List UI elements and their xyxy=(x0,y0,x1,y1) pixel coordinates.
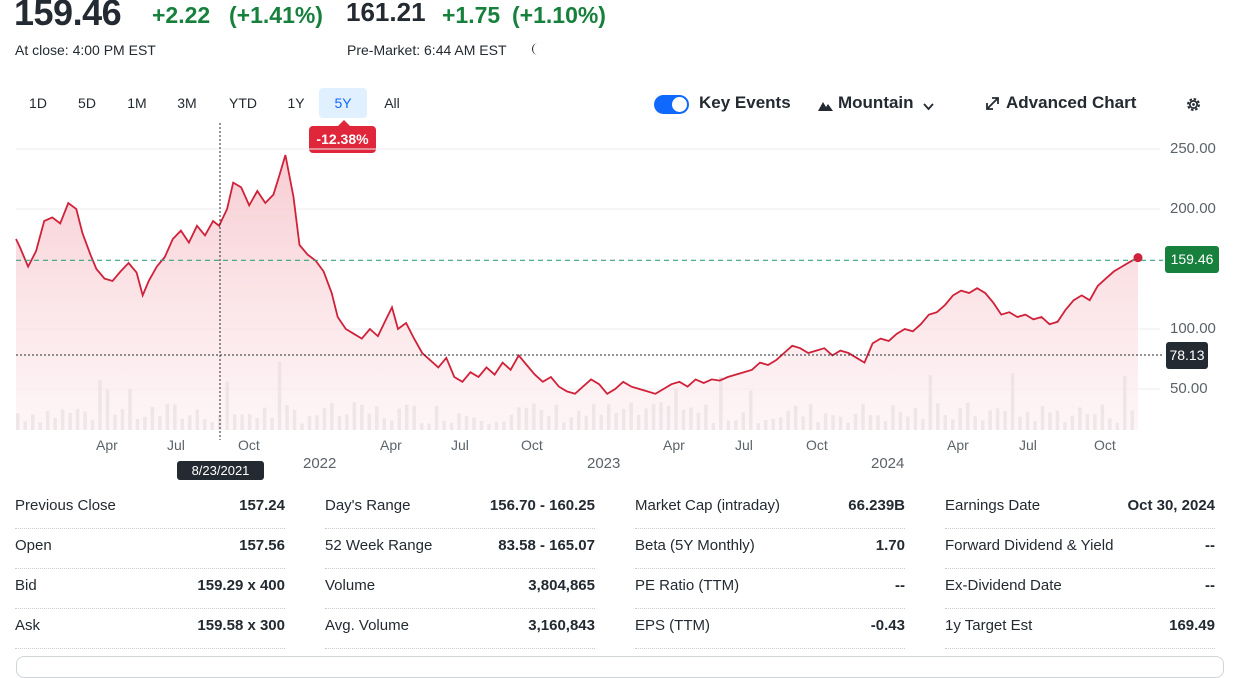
stat-label: Previous Close xyxy=(15,497,116,514)
stat-value: 157.24 xyxy=(239,497,285,514)
stat-row: Volume 3,804,865 xyxy=(325,568,595,609)
range-button-3m[interactable]: 3M xyxy=(177,95,197,111)
range-button-5y[interactable]: 5Y xyxy=(319,88,367,118)
mountain-icon xyxy=(818,98,833,116)
stat-value: 159.29 x 400 xyxy=(197,577,285,594)
chart-type-dropdown[interactable]: Mountain xyxy=(838,93,914,112)
premarket-price: 161.21 xyxy=(346,0,426,27)
key-events-label[interactable]: Key Events xyxy=(699,93,791,112)
stat-value: 83.58 - 165.07 xyxy=(498,537,595,554)
close-time-label: At close: 4:00 PM EST xyxy=(15,42,156,58)
stat-label: Forward Dividend & Yield xyxy=(945,537,1114,554)
stat-row: 52 Week Range 83.58 - 165.07 xyxy=(325,528,595,569)
stat-value: 3,804,865 xyxy=(528,577,595,594)
stat-row: PE Ratio (TTM) -- xyxy=(635,568,905,609)
stat-label: Ask xyxy=(15,617,41,634)
stat-value: 3,160,843 xyxy=(528,617,595,634)
advanced-chart-button[interactable]: Advanced Chart xyxy=(1006,93,1137,112)
stat-value: 156.70 - 160.25 xyxy=(489,497,595,514)
stat-row: 1y Target Est 169.49 xyxy=(945,608,1215,649)
stat-row: EPS (TTM) -0.43 xyxy=(635,608,905,649)
price-line xyxy=(15,154,1139,395)
x-axis-month-label: Apr xyxy=(96,437,118,453)
x-axis-month-label: Apr xyxy=(663,437,685,453)
stat-label: Bid xyxy=(15,577,37,594)
stat-value: 169.49 xyxy=(1169,617,1215,634)
x-axis-month-label: Jul xyxy=(735,437,753,453)
y-axis-tick: 250.00 xyxy=(1170,140,1216,157)
y-axis-tick: 200.00 xyxy=(1170,200,1216,217)
range-button-5d[interactable]: 5D xyxy=(78,95,96,111)
stat-value: 1.70 xyxy=(875,537,905,554)
stat-row: Day's Range 156.70 - 160.25 xyxy=(325,488,595,529)
range-button-1d[interactable]: 1D xyxy=(29,95,47,111)
stat-label: Earnings Date xyxy=(945,497,1041,514)
stat-row: Forward Dividend & Yield -- xyxy=(945,528,1215,569)
stat-value: 157.56 xyxy=(239,537,285,554)
expand-icon[interactable] xyxy=(985,96,1000,116)
stat-row: Bid 159.29 x 400 xyxy=(15,568,285,609)
stat-row: Ask 159.58 x 300 xyxy=(15,608,285,649)
crosshair-price-tag: 78.13 xyxy=(1166,342,1208,369)
x-axis-month-label: Oct xyxy=(1094,437,1116,453)
stat-label: 1y Target Est xyxy=(945,617,1033,634)
key-events-toggle[interactable] xyxy=(654,95,689,114)
x-axis-month-label: Apr xyxy=(947,437,969,453)
stat-row: Beta (5Y Monthly) 1.70 xyxy=(635,528,905,569)
stat-label: Open xyxy=(15,537,52,554)
close-change-percent: (+1.41%) xyxy=(229,2,323,28)
stat-value: 159.58 x 300 xyxy=(197,617,285,634)
x-axis-year-label: 2022 xyxy=(303,455,337,472)
stat-label: Day's Range xyxy=(325,497,411,514)
moon-icon xyxy=(530,42,542,59)
stat-label: EPS (TTM) xyxy=(635,617,710,634)
stat-label: PE Ratio (TTM) xyxy=(635,577,740,594)
y-axis-tick: 100.00 xyxy=(1170,320,1216,337)
premarket-change: +1.75 xyxy=(442,2,501,28)
stat-value: -- xyxy=(1205,537,1215,554)
gear-icon[interactable] xyxy=(1185,96,1202,118)
stat-label: Avg. Volume xyxy=(325,617,409,634)
last-price-dot xyxy=(1133,253,1143,263)
stat-value: Oct 30, 2024 xyxy=(1127,497,1215,514)
premarket-change-percent: (+1.10%) xyxy=(512,2,606,28)
x-axis-month-label: Oct xyxy=(238,437,260,453)
stat-label: Ex-Dividend Date xyxy=(945,577,1062,594)
premarket-time-label: Pre-Market: 6:44 AM EST xyxy=(347,42,507,58)
y-axis-tick: 50.00 xyxy=(1170,380,1208,397)
price-chart[interactable] xyxy=(0,120,1238,440)
stat-label: 52 Week Range xyxy=(325,537,433,554)
stat-row: Ex-Dividend Date -- xyxy=(945,568,1215,609)
x-axis-year-label: 2023 xyxy=(587,455,621,472)
stat-value: -0.43 xyxy=(870,617,905,634)
stat-label: Beta (5Y Monthly) xyxy=(635,537,755,554)
stat-value: 66.239B xyxy=(848,497,905,514)
x-axis-month-label: Oct xyxy=(521,437,543,453)
range-button-all[interactable]: All xyxy=(384,95,400,111)
x-axis-month-label: Jul xyxy=(1019,437,1037,453)
range-button-1m[interactable]: 1M xyxy=(127,95,147,111)
stat-row: Market Cap (intraday) 66.239B xyxy=(635,488,905,529)
range-button-ytd[interactable]: YTD xyxy=(229,95,257,111)
x-axis-year-label: 2024 xyxy=(871,455,905,472)
stat-row: Open 157.56 xyxy=(15,528,285,569)
bottom-panel xyxy=(16,656,1224,678)
x-axis-month-label: Jul xyxy=(451,437,469,453)
current-price-tag: 159.46 xyxy=(1165,246,1219,273)
x-axis-month-label: Apr xyxy=(380,437,402,453)
crosshair-date-tag: 8/23/2021 xyxy=(177,461,264,480)
stat-value: -- xyxy=(1205,577,1215,594)
stat-value: -- xyxy=(895,577,905,594)
x-axis-month-label: Oct xyxy=(806,437,828,453)
x-axis-month-label: Jul xyxy=(167,437,185,453)
chevron-down-icon[interactable] xyxy=(923,98,934,116)
stat-row: Previous Close 157.24 xyxy=(15,488,285,529)
close-price: 159.46 xyxy=(14,0,122,33)
close-change: +2.22 xyxy=(152,2,211,28)
range-button-1y[interactable]: 1Y xyxy=(287,95,305,111)
stat-row: Avg. Volume 3,160,843 xyxy=(325,608,595,649)
stat-row: Earnings Date Oct 30, 2024 xyxy=(945,488,1215,529)
stat-label: Volume xyxy=(325,577,376,594)
stat-label: Market Cap (intraday) xyxy=(635,497,781,514)
